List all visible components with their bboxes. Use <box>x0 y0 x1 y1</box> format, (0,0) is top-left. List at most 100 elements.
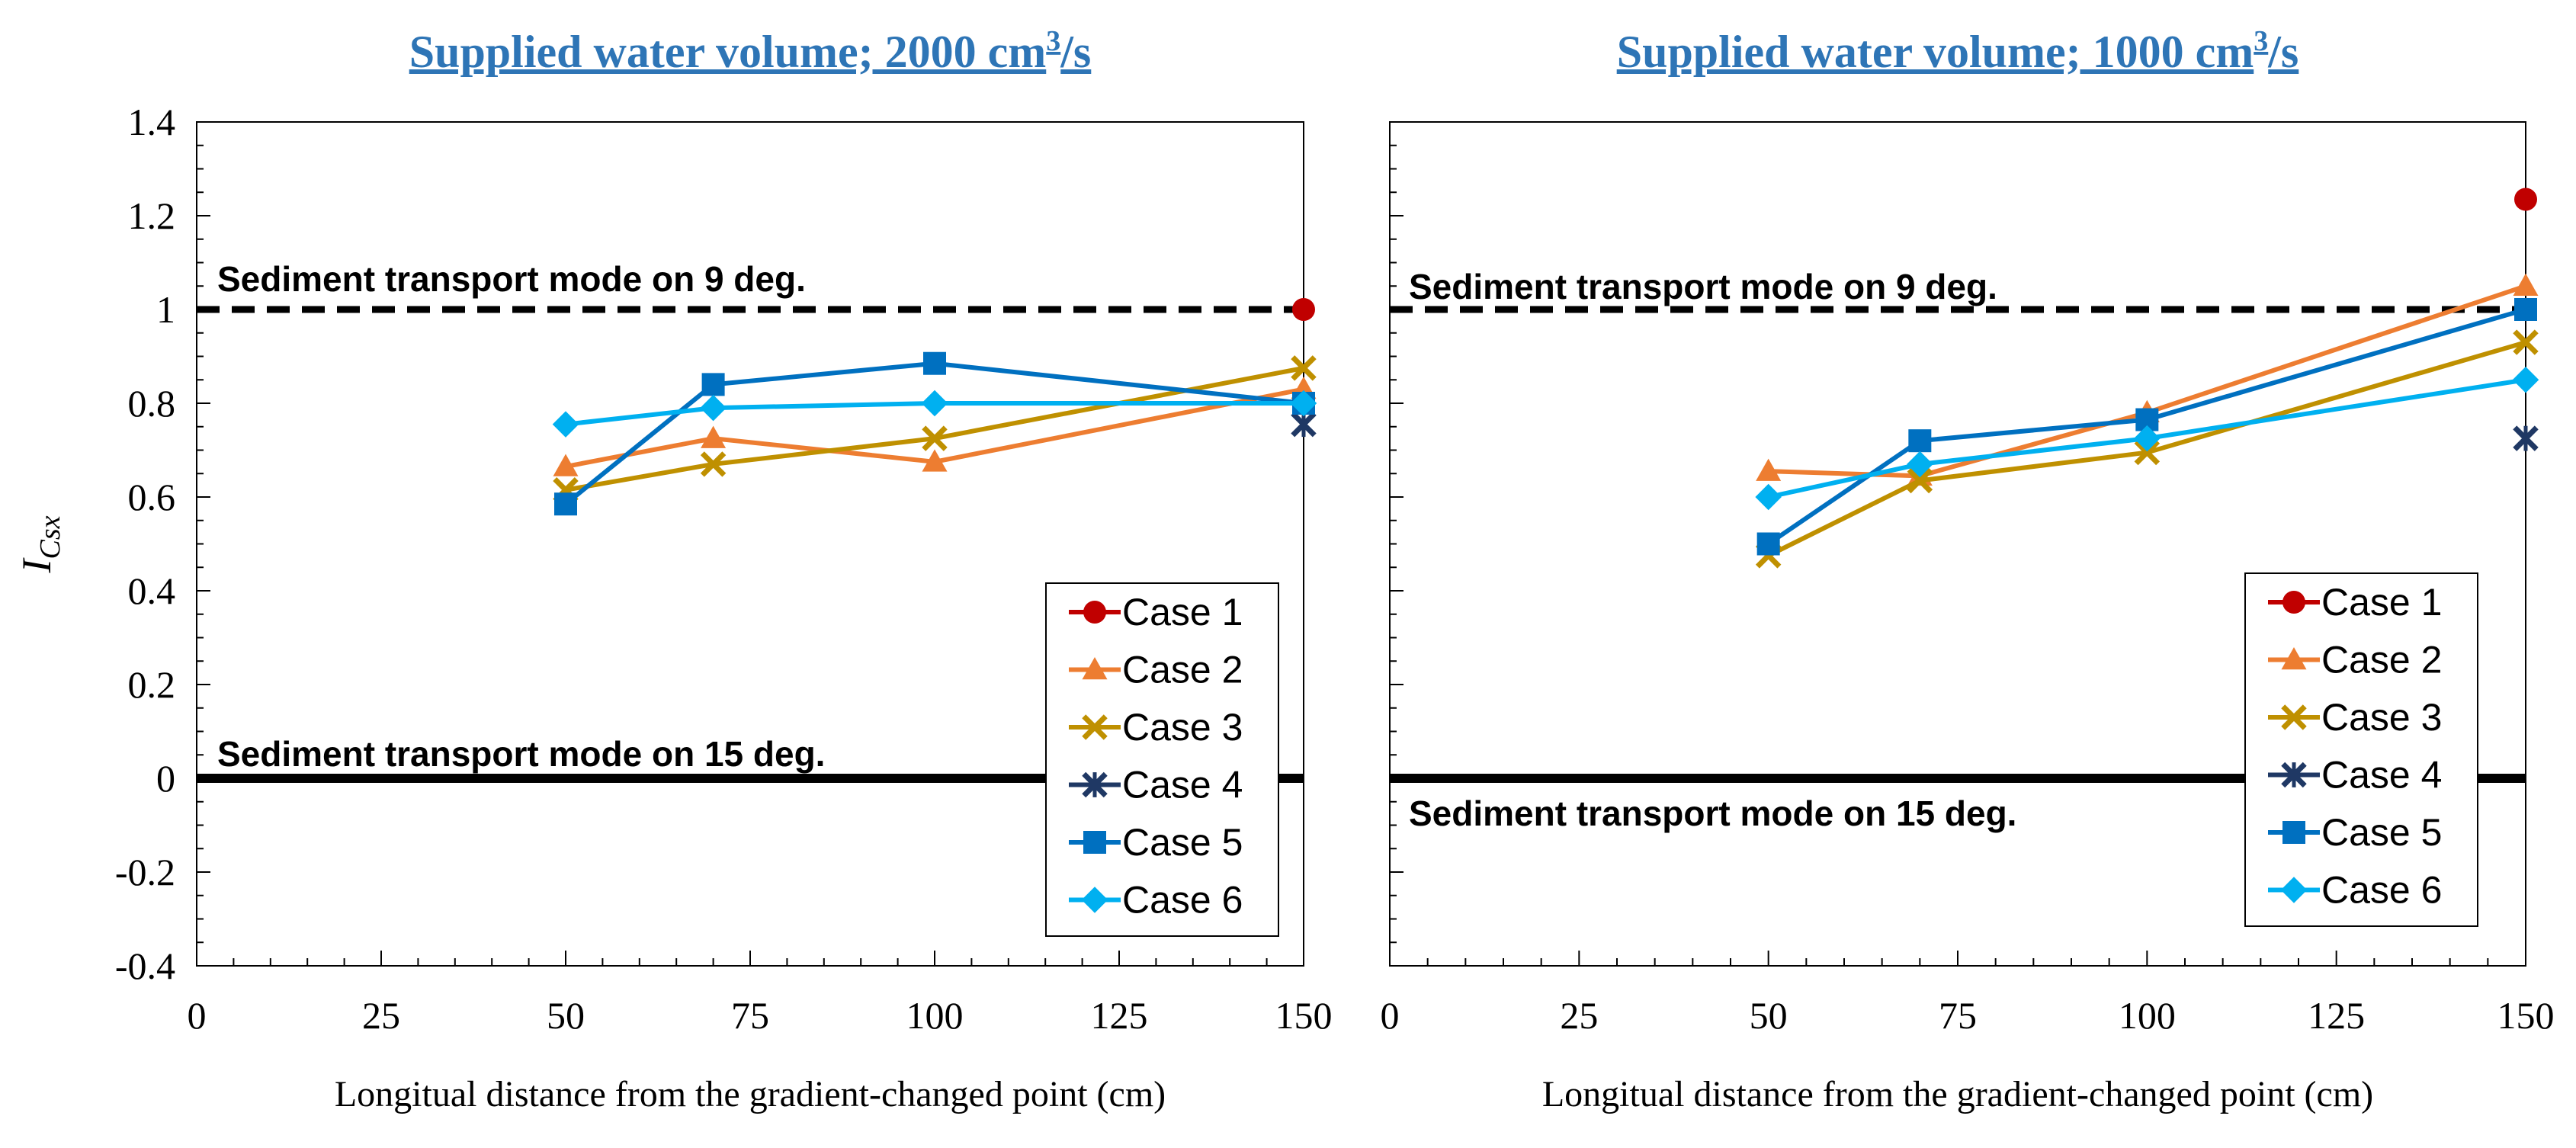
legend-box <box>1045 582 1279 937</box>
legend-item: Case 4 <box>2268 754 2442 797</box>
marker-square <box>554 492 577 516</box>
legend-label: Case 6 <box>1122 879 1243 922</box>
marker-x-stroke <box>922 425 948 451</box>
marker-triangle <box>553 454 579 476</box>
chart-title: Supplied water volume; 2000 cm3/s <box>409 25 1092 77</box>
legend-item: Case 6 <box>1069 879 1243 922</box>
marker-square <box>1908 429 1932 453</box>
series-line <box>1766 307 2526 546</box>
legend-item: Case 2 <box>1069 649 1243 691</box>
legend-item: Case 3 <box>1069 706 1243 749</box>
chart-title-end: /s <box>1060 27 1091 77</box>
legend-label: Case 4 <box>2321 754 2442 797</box>
marker-triangle <box>1756 458 1782 481</box>
marker-x-stroke <box>2513 329 2539 355</box>
legend-label: Case 2 <box>2321 639 2442 681</box>
marker-square <box>2514 298 2537 321</box>
series-case-4 <box>2513 425 2539 451</box>
x-tick-label: 75 <box>1939 994 1977 1037</box>
y-tick-label: 0 <box>156 757 175 800</box>
marker-x-stroke <box>2134 439 2161 466</box>
legend-item: Case 4 <box>1069 764 1243 806</box>
series-case-1 <box>1292 298 1315 321</box>
legend-label: Case 2 <box>1122 649 1243 691</box>
series-line <box>565 365 1304 492</box>
marker-diamond <box>552 411 579 438</box>
y-tick-label: -0.4 <box>115 944 175 987</box>
marker-x-stroke <box>1907 467 1933 494</box>
chart-title-superscript: 3 <box>1046 25 1060 57</box>
x-tick-label: 125 <box>1091 994 1148 1037</box>
legend-label: Case 5 <box>2321 811 2442 854</box>
ref-label-9deg: Sediment transport mode on 9 deg. <box>217 259 806 299</box>
marker-x-stroke <box>1291 355 1317 381</box>
legend-label: Case 6 <box>2321 869 2442 912</box>
y-tick-label: 0.2 <box>128 663 176 706</box>
chart-panel-2: Supplied water volume; 1000 cm3/s 0 25 50 75… <box>1381 25 2555 1114</box>
legend-label: Case 1 <box>2321 581 2442 624</box>
chart-title-main: Supplied water volume; 2000 cm <box>409 27 1047 77</box>
marker-circle <box>2282 591 2305 614</box>
marker-circle <box>1292 298 1315 321</box>
legend-label: Case 1 <box>1122 591 1243 633</box>
ref-label-15deg: Sediment transport mode on 15 deg. <box>1409 794 2016 833</box>
legend-item: Case 3 <box>2268 696 2442 739</box>
legend-label: Case 3 <box>1122 706 1243 749</box>
y-axis-label-subscript: Csx <box>34 515 66 559</box>
y-tick-label: 0.6 <box>128 476 176 518</box>
marker-triangle <box>2281 647 2307 670</box>
chart-title-superscript: 3 <box>2254 25 2268 57</box>
series-case-5 <box>554 351 1315 516</box>
marker-triangle <box>922 449 948 472</box>
x-tick-label: 50 <box>1750 994 1788 1037</box>
marker-triangle <box>701 425 727 448</box>
marker-square <box>2282 821 2305 844</box>
y-axis-label: ICsx <box>14 515 66 573</box>
marker-circle <box>2514 188 2537 211</box>
marker-triangle <box>1082 657 1108 680</box>
series-line <box>1768 284 2526 479</box>
y-tick-label: -0.2 <box>115 851 175 893</box>
marker-square <box>923 351 946 375</box>
ref-label-15deg: Sediment transport mode on 15 deg. <box>217 734 825 774</box>
y-axis-label-symbol: I <box>14 556 59 573</box>
x-tick-label: 25 <box>362 994 400 1037</box>
marker-diamond <box>1290 390 1317 417</box>
marker-diamond <box>2134 425 2161 452</box>
y-tick-label: 0.8 <box>128 382 176 425</box>
x-tick-label: 0 <box>1381 994 1400 1037</box>
y-tick-label: 0.4 <box>128 569 176 612</box>
x-tick-label: 25 <box>1560 994 1598 1037</box>
legend-item: Case 6 <box>2268 869 2442 912</box>
legend-box <box>2244 572 2478 927</box>
marker-triangle <box>2513 273 2539 296</box>
ref-label-9deg: Sediment transport mode on 9 deg. <box>1409 267 1997 306</box>
series-case-6 <box>1755 367 2539 511</box>
legend-label: Case 3 <box>2321 696 2442 739</box>
chart-title: Supplied water volume; 1000 cm3/s <box>1617 25 2299 77</box>
marker-x-stroke <box>1082 714 1108 740</box>
legend-label: Case 4 <box>1122 764 1243 806</box>
x-tick-label: 100 <box>2119 994 2176 1037</box>
series-case-5 <box>1756 298 2537 556</box>
x-axis-label: Longitual distance from the gradient-cha… <box>335 1074 1166 1114</box>
x-tick-label: 150 <box>1275 994 1333 1037</box>
series-case-3 <box>1755 329 2539 569</box>
legend-item: Case 1 <box>2268 581 2442 624</box>
legend-item: Case 5 <box>2268 811 2442 854</box>
marker-x-stroke <box>2281 704 2307 730</box>
x-axis-label: Longitual distance from the gradient-cha… <box>1542 1074 2373 1114</box>
series-case-1 <box>2514 188 2537 211</box>
y-tick-label: 1 <box>156 288 175 331</box>
marker-circle <box>1083 601 1106 624</box>
marker-diamond <box>1081 887 1108 913</box>
chart-title-end: /s <box>2267 27 2299 77</box>
marker-diamond <box>2512 367 2539 393</box>
marker-square <box>1083 831 1106 854</box>
marker-diamond <box>2280 877 2308 903</box>
series-case-6 <box>552 390 1317 438</box>
marker-square <box>1756 532 1780 556</box>
series-case-3 <box>553 355 1317 503</box>
y-tick-label: 1.4 <box>128 101 176 143</box>
